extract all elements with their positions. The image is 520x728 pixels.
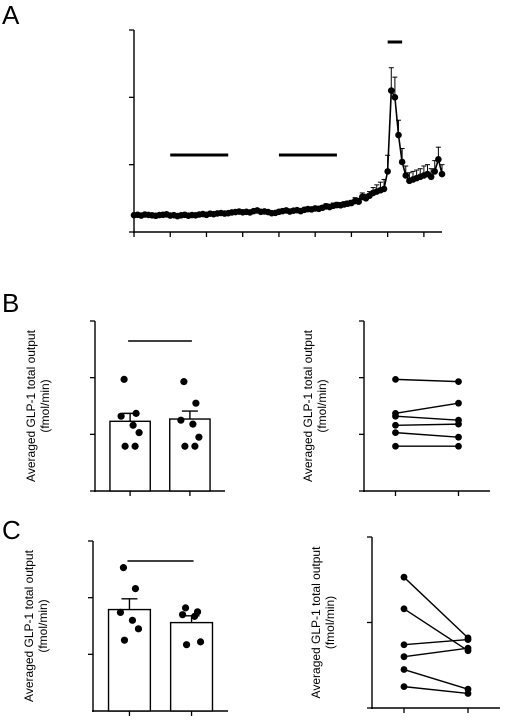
data-point: [455, 420, 462, 428]
data-point: [400, 641, 408, 649]
data-point: [392, 412, 399, 420]
data-point: [119, 564, 128, 572]
data-point: [455, 442, 462, 450]
panel-label-c: C: [2, 515, 21, 545]
data-point: [400, 573, 408, 581]
data-point: [178, 611, 187, 619]
data-point: [120, 636, 129, 644]
data-point: [135, 429, 143, 437]
y-axis-label-line2: (fmol/min): [323, 596, 337, 649]
data-point: [464, 690, 472, 697]
data-point: [392, 429, 399, 437]
data-point: [384, 168, 391, 175]
chart-b-right: Averaged GLP-1 total output (fmol/min): [301, 320, 490, 496]
pair-line: [395, 402, 459, 415]
data-point: [391, 94, 399, 101]
data-point: [455, 378, 462, 386]
data-point: [431, 168, 439, 175]
data-point: [387, 87, 395, 94]
data-point: [181, 604, 190, 612]
chart-a: [129, 29, 446, 237]
chart-c-left: Averaged GLP-1 total output (fmol/min): [22, 540, 228, 716]
pair-line: [395, 431, 459, 438]
panel-label-a: A: [2, 0, 20, 30]
y-axis-label-line1: Averaged GLP-1 total output: [301, 329, 315, 482]
data-point: [180, 378, 188, 386]
series-line: [133, 87, 443, 217]
data-point: [177, 416, 185, 424]
data-point: [400, 666, 408, 673]
data-point: [398, 158, 406, 166]
data-point: [129, 421, 137, 429]
data-point: [182, 641, 191, 649]
data-point: [120, 375, 128, 383]
pair-line: [395, 423, 459, 426]
pair-line: [403, 668, 469, 690]
pair-line: [403, 647, 469, 658]
data-point: [392, 421, 399, 429]
data-point: [400, 605, 408, 613]
chart-c-right: Averaged GLP-1 total output (fmol/min): [309, 536, 500, 713]
bar: [169, 418, 211, 492]
data-point: [455, 433, 462, 441]
y-axis-label-line1: Averaged GLP-1 total output: [24, 329, 38, 482]
data-point: [392, 375, 399, 383]
data-point: [438, 170, 446, 178]
data-point: [464, 636, 472, 643]
data-point: [117, 412, 125, 420]
data-point: [131, 585, 140, 593]
data-point: [189, 420, 197, 428]
data-point: [116, 608, 125, 617]
chart-b-left: Averaged GLP-1 total output (fmol/min): [24, 320, 225, 496]
panel-label-b: B: [2, 288, 19, 318]
data-point: [131, 442, 139, 450]
y-axis-label-line2: (fmol/min): [315, 379, 329, 432]
data-point: [464, 644, 472, 652]
pair-line: [403, 638, 469, 646]
y-axis-label-line2: (fmol/min): [36, 599, 50, 652]
bar: [169, 621, 214, 712]
data-point: [427, 173, 435, 181]
data-point: [455, 399, 462, 407]
data-point: [395, 131, 402, 139]
y-axis-label-line1: Averaged GLP-1 total output: [22, 549, 36, 702]
data-point: [380, 185, 388, 193]
bar: [107, 608, 152, 712]
data-point: [128, 616, 137, 624]
pair-line: [403, 608, 469, 652]
data-point: [192, 399, 200, 407]
data-point: [181, 442, 189, 450]
data-point: [400, 653, 408, 661]
data-point: [191, 442, 199, 450]
bar: [109, 420, 151, 492]
data-point: [134, 625, 143, 633]
y-axis-label-line2: (fmol/min): [38, 379, 52, 432]
data-point: [132, 409, 140, 417]
pair-line: [403, 685, 469, 695]
data-point: [190, 612, 199, 620]
data-point: [400, 683, 408, 691]
pair-line: [403, 576, 469, 639]
data-point: [121, 442, 129, 450]
pair-line: [395, 415, 459, 421]
pair-line: [395, 378, 459, 383]
data-point: [196, 638, 205, 646]
data-point: [355, 198, 362, 205]
data-point: [402, 172, 410, 179]
data-point: [392, 442, 399, 450]
data-point: [435, 155, 442, 163]
data-point: [195, 433, 203, 441]
y-axis-label-line1: Averaged GLP-1 total output: [309, 546, 323, 699]
